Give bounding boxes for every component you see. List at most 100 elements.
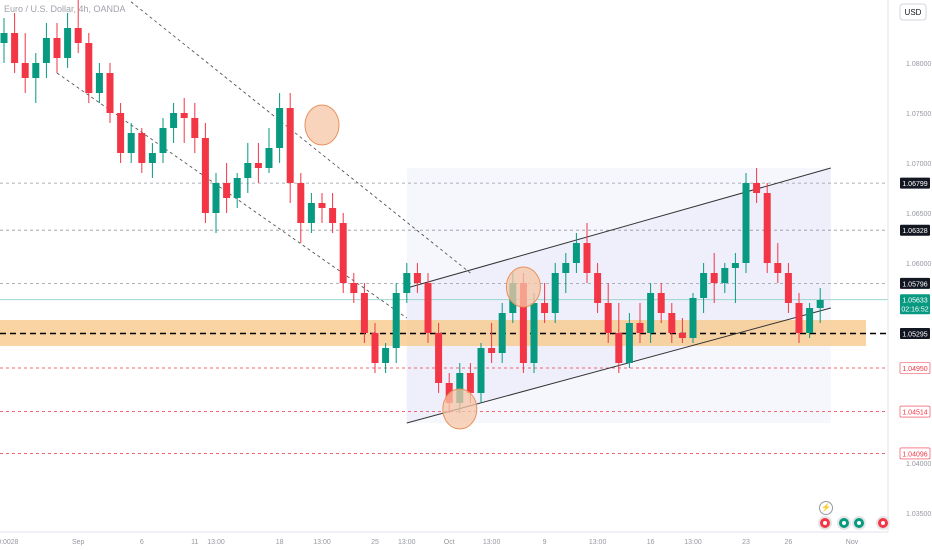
candle-body [74, 28, 82, 43]
candle-body [625, 323, 633, 363]
candle-body [678, 333, 686, 338]
price-badge-text: 1.04096 [902, 451, 927, 458]
candle-body [265, 148, 273, 168]
candle-body [201, 138, 209, 213]
candle-body [583, 243, 591, 273]
candle-body [689, 298, 697, 338]
price-badge-bg [899, 362, 931, 374]
candle-body [21, 63, 29, 78]
candle-body [700, 273, 708, 298]
time-tick-label: 23 [742, 539, 750, 546]
candle-body [0, 33, 8, 43]
candle-body [138, 133, 146, 163]
candle-body [731, 263, 739, 268]
price-badge-bg [900, 328, 930, 339]
time-tick-label: 28 [11, 539, 19, 546]
candle-body [191, 118, 199, 138]
candle-body [42, 38, 50, 63]
price-badge: 1.06328 [900, 224, 930, 236]
eu-flag-event-icon[interactable] [876, 516, 890, 530]
candle-body [170, 113, 178, 128]
time-tick-label: 16 [647, 539, 655, 546]
candle-body [286, 108, 294, 183]
currency-box [899, 3, 927, 21]
channel-upper-line [406, 167, 831, 289]
candle-body [615, 333, 623, 363]
price-badge-text: 1.06328 [902, 228, 927, 235]
time-tick-label: 13:00 [207, 539, 225, 546]
time-tick-label: 25 [371, 539, 379, 546]
candle-body [594, 273, 602, 303]
candle-body [212, 183, 220, 213]
candle-body [392, 293, 400, 348]
candle-body [477, 348, 485, 393]
candle-body [710, 273, 718, 283]
candle-body [668, 313, 676, 333]
candle-body [466, 373, 474, 393]
price-tick-label: 1.07000 [906, 161, 931, 168]
candle-body [657, 293, 665, 313]
time-tick-label: Nov [846, 539, 859, 546]
earnings-event-icon[interactable] [837, 516, 851, 530]
price-badge-bg [899, 447, 931, 460]
candle-body [382, 348, 390, 363]
candle-body [784, 273, 792, 303]
candle-body [763, 193, 771, 263]
price-badge: 1.04950 [899, 362, 931, 374]
time-tick-label: 13:00 [483, 539, 501, 546]
candle-body [127, 133, 135, 153]
candle-body [413, 273, 421, 283]
candle-body [424, 283, 432, 333]
candle-body [32, 63, 40, 78]
price-badge-text: 1.05295 [902, 332, 927, 339]
us-flag-event-icon[interactable] [818, 516, 832, 530]
candle-body [753, 183, 761, 193]
candle-body [572, 243, 580, 263]
time-axis-bg [0, 532, 932, 550]
price-badge-bg [900, 277, 930, 289]
candle-body [350, 283, 358, 293]
candle-body [159, 128, 167, 153]
time-tick-label: Sep [72, 539, 85, 546]
symbol-title[interactable]: Euro / U.S. Dollar, 4h, OANDA [4, 4, 126, 14]
price-tick-label: 1.06500 [906, 211, 931, 218]
price-tick-label: 1.04000 [906, 461, 931, 468]
candle-body [254, 163, 262, 168]
price-tick-label: 1.08000 [906, 61, 931, 68]
candle-body [297, 183, 305, 223]
candle-body [456, 373, 464, 403]
candle-body [795, 303, 803, 333]
candle-body [318, 203, 326, 208]
flash-icon[interactable]: ⚡ [819, 501, 833, 515]
time-tick-label: 26 [785, 539, 793, 546]
price-badge: 1.04514 [899, 405, 931, 418]
candle-body [403, 273, 411, 293]
candle-body [519, 283, 527, 363]
candle-body [11, 33, 19, 63]
price-badge-text: 1.06799 [902, 181, 927, 188]
candle-body [64, 28, 72, 58]
candle-body [223, 183, 231, 198]
price-tick-label: 1.03500 [906, 511, 931, 518]
candle-body [339, 223, 347, 283]
candle-body [647, 293, 655, 333]
candle-body [435, 333, 443, 383]
dividend-event-icon[interactable] [852, 516, 866, 530]
descending-trendline [56, 72, 408, 319]
highlight-circle [304, 104, 340, 146]
candle-body [806, 308, 814, 333]
candle-body [371, 333, 379, 363]
candle-body [307, 203, 315, 223]
candle-body [106, 73, 114, 113]
price-tick-label: 1.07500 [906, 111, 931, 118]
price-badge-text: 1.05633 [902, 298, 927, 305]
countdown-text: 02:16:52 [901, 307, 928, 314]
price-badge-bg [900, 294, 930, 315]
time-tick-label: 18 [276, 539, 284, 546]
price-badge-text: 1.04950 [902, 366, 927, 373]
time-tick-label: 0:00 [0, 539, 11, 546]
candle-body [498, 313, 506, 353]
candle-body [551, 273, 559, 313]
